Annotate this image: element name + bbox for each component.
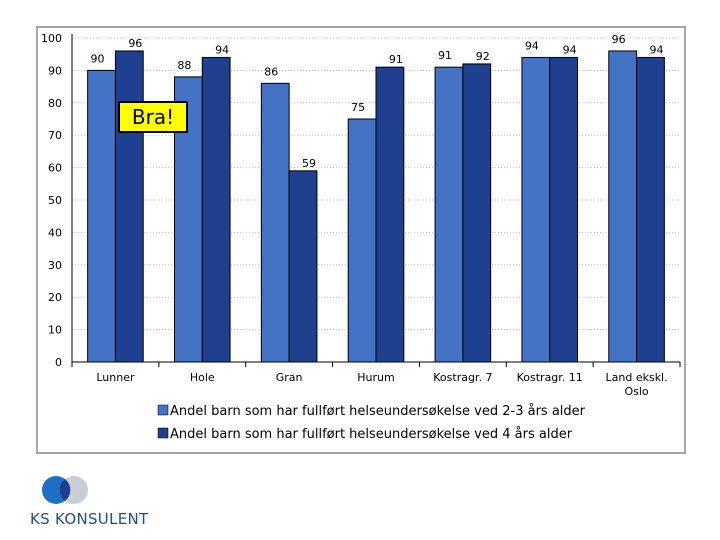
data-label-series-0: 94 [525,39,539,52]
ks-konsulent-logo: KS KONSULENT [30,474,170,534]
data-label-series-1: 91 [389,53,403,66]
data-label-series-0: 96 [612,33,626,46]
y-tick-label: 40 [48,226,62,239]
x-category-label: Kostragr. 7 [433,371,492,384]
bar-series-0 [260,82,290,363]
data-label-series-0: 75 [351,101,365,114]
legend-swatch-series-0 [157,404,169,416]
x-category-label: Hurum [357,371,394,384]
x-category-label: Land ekskl. [606,371,668,384]
data-label-series-1: 94 [215,43,229,56]
y-tick-label: 80 [48,97,62,110]
logo-circles-icon [42,476,88,504]
y-tick-label: 10 [48,324,62,337]
y-tick-label: 30 [48,259,62,272]
y-tick-label: 50 [48,194,62,207]
bar-series-1 [636,56,665,363]
bar-series-1 [375,66,405,363]
y-tick-label: 100 [41,32,62,45]
data-label-series-1: 94 [563,43,577,56]
y-tick-label: 90 [48,64,62,77]
bra-annotation: Bra! [118,101,188,133]
legend-label-series-1: Andel barn som har fullført helseundersø… [170,427,573,442]
data-label-series-1: 94 [649,43,663,56]
bar-series-0 [521,56,551,363]
bar-series-0 [347,118,377,363]
data-label-series-0: 90 [91,52,105,65]
data-label-series-0: 88 [177,59,191,72]
chart-svg: 0 10 20 30 40 50 60 70 80 90 100 90 96 Lunner 88 94 Hole… [41,32,681,442]
x-category-label: Kostragr. 11 [517,371,583,384]
logo-text: KS KONSULENT [30,510,149,528]
x-category-label: Lunner [96,371,135,384]
bar-series-1 [201,56,231,363]
x-category-label: Oslo [624,385,648,398]
y-tick-label: 60 [48,162,62,175]
legend-swatch-series-1 [157,427,169,439]
data-label-series-1: 59 [302,157,316,170]
bar-series-0 [608,50,638,363]
y-tick-label: 20 [48,291,62,304]
bar-series-1 [462,63,492,363]
bar-series-1 [549,56,579,363]
bar-series-1 [114,50,144,363]
x-category-label: Gran [276,371,303,384]
data-label-series-0: 86 [264,65,278,78]
y-tick-label: 0 [55,356,62,369]
bar-series-0 [87,69,116,363]
data-label-series-0: 91 [438,49,452,62]
data-label-series-1: 96 [128,37,142,50]
data-label-series-1: 92 [476,50,490,63]
bar-series-0 [434,66,464,363]
x-category-label: Hole [190,371,215,384]
y-tick-label: 70 [48,129,62,142]
legend-label-series-0: Andel barn som har fullført helseundersø… [170,404,586,419]
bar-series-1 [288,170,318,363]
